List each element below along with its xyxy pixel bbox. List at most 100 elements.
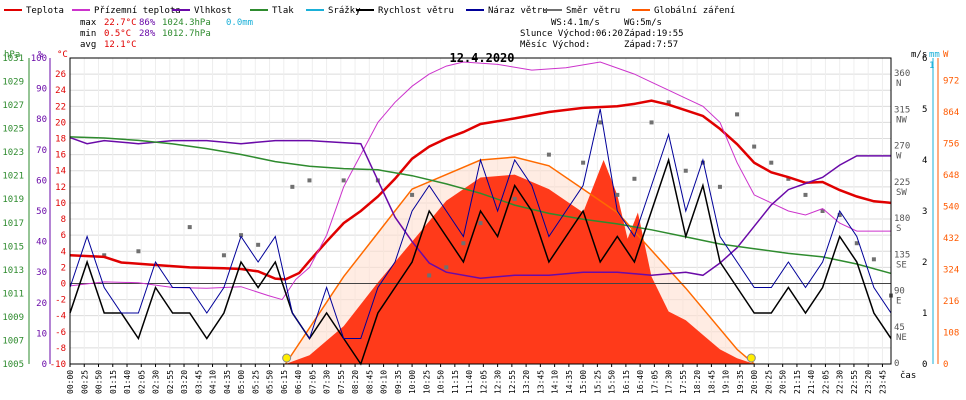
x-tick-label-22: 09:10 [380,370,389,394]
hum-tick-8: 20 [36,299,47,309]
press-tick-13: 1005 [2,360,24,370]
press-tick-8: 1015 [2,242,24,252]
hum-tick-5: 50 [36,207,47,217]
sun-marker-1 [746,353,756,363]
dir-tick-3: 225 [894,178,910,188]
hum-tick-9: 10 [36,329,47,339]
press-tick-2: 1027 [2,101,24,111]
legend-label-7: Směr větru [566,6,620,16]
wind-dir-point-28 [769,160,774,165]
x-tick-label-43: 17:55 [679,370,688,394]
temp-tick-16: -6 [55,328,66,338]
wind-dir-point-13 [461,241,466,246]
stats-min-label: min [80,29,96,39]
wind-tick-0: 6 [922,54,927,64]
rad-tick-4: 540 [943,203,959,213]
legend-label-5: Rychlost větru [378,6,454,16]
dir-label-2: W [896,152,902,162]
temp-tick-18: -10 [50,360,66,370]
stats-avg-temp: 12.1°C [104,40,137,50]
wind-dir-point-27 [752,144,757,149]
stats-max-hum: 86% [139,18,156,28]
wind-dir-point-20 [632,176,637,181]
temp-tick-3: 20 [55,118,66,128]
wind-dir-point-29 [786,176,791,181]
x-tick-label-9: 03:45 [194,370,203,394]
wind-dir-point-24 [700,160,705,165]
dir-tick-7: 45 [894,323,905,333]
x-tick-label-5: 02:05 [137,370,146,394]
legend-label-6: Náraz větru [488,6,548,16]
sun-set-info: Západ:19:55 [624,29,684,39]
press-tick-3: 1025 [2,125,24,135]
x-tick-label-44: 18:20 [693,370,702,394]
hum-tick-3: 70 [36,146,47,156]
wind-dir-point-14 [478,221,483,226]
wind-tick-2: 4 [922,156,927,166]
press-tick-1: 1029 [2,78,24,88]
wind-tick-1: 5 [922,105,927,115]
wind-dir-point-22 [666,100,671,105]
x-tick-label-40: 16:40 [636,370,645,394]
x-tick-label-53: 22:05 [821,370,830,394]
rad-tick-6: 324 [943,266,959,276]
axes: hPa% °C1031102910271025102310211019101710… [2,50,959,394]
dir-label-1: NW [896,115,907,125]
x-tick-label-21: 08:45 [365,370,374,394]
temp-tick-8: 10 [55,199,66,209]
temp-tick-2: 22 [55,102,66,112]
legend: Teplota Přízemní teplota Vlhkost Tlak Srážky… [4,6,735,16]
temp-tick-12: 2 [61,263,66,273]
wind-speed-info: WS:4.1m/s [551,18,600,28]
stats-max-press: 1024.3hPa [162,18,211,28]
temp-tick-5: 16 [55,151,66,161]
press-tick-9: 1013 [2,266,24,276]
x-tick-label-57: 23:45 [878,370,887,394]
wind-dir-point-2 [187,225,192,230]
temp-tick-7: 12 [55,183,66,193]
wind-dir-point-0 [102,253,107,258]
wind-dir-point-3 [221,253,226,258]
wind-dir-point-8 [341,178,346,183]
wind-dir-point-4 [239,233,244,238]
x-tick-label-1: 00:25 [80,370,89,394]
wind-dir-point-18 [598,120,603,125]
wind-dir-point-12 [444,265,449,270]
x-tick-label-29: 12:05 [479,370,488,394]
x-tick-label-28: 11:40 [465,370,474,394]
x-tick-label-8: 03:20 [180,370,189,394]
stats-block: max 22.7°C 86% 1024.3hPa 0.0mm min 0.5°C… [80,18,253,50]
legend-label-3: Tlak [272,6,294,16]
stats-max-rain: 0.0mm [226,18,253,28]
wind-dir-point-5 [256,242,261,247]
rain-tick-0: 1 [929,61,934,71]
rad-tick-8: 108 [943,329,959,339]
rad-tick-7: 216 [943,297,959,307]
x-tick-label-24: 10:00 [408,370,417,394]
series-line-5 [69,108,892,340]
stats-min-press: 1012.7hPa [162,29,211,39]
rad-tick-0: 972 [943,77,959,87]
wind-gust-info: WG:5m/s [624,18,662,28]
temp-tick-14: -2 [55,296,66,306]
x-tick-label-54: 22:30 [836,370,845,394]
x-tick-label-56: 23:20 [864,370,873,394]
legend-label-4: Srážky [328,6,361,16]
press-tick-12: 1007 [2,336,24,346]
moon-rise-info: Měsíc Východ: [520,40,590,50]
wind-dir-point-21 [649,120,654,125]
dir-tick-2: 270 [894,142,910,152]
stats-max-temp: 22.7°C [104,18,137,28]
wind-dir-point-23 [683,168,688,173]
wind-dir-point-26 [735,112,740,117]
x-tick-label-26: 10:50 [437,370,446,394]
x-tick-label-47: 19:35 [736,370,745,394]
axis-unit-hum: % [38,50,44,60]
x-tick-label-31: 12:55 [508,370,517,394]
x-tick-label-13: 05:25 [251,370,260,394]
wind-dir-point-17 [581,160,586,165]
x-tick-label-15: 06:15 [280,370,289,394]
press-tick-5: 1021 [2,172,24,182]
wind-dir-point-15 [512,196,517,201]
rad-tick-2: 756 [943,140,959,150]
